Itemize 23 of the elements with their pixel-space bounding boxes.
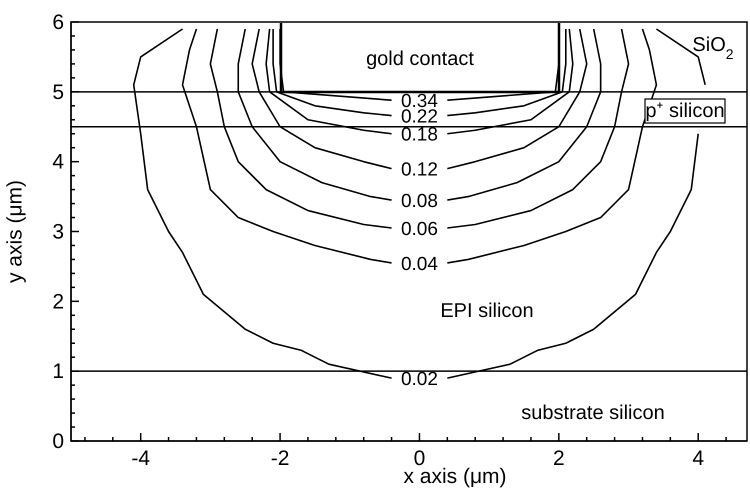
y-tick-label: 1: [52, 360, 64, 384]
series-label: 0.12: [400, 160, 438, 181]
y-axis-title: y axis (μm): [3, 180, 26, 284]
series-label: 0.02: [400, 369, 438, 390]
series-label: 0.08: [400, 191, 438, 212]
annotation: substrate silicon: [521, 402, 665, 424]
y-tick-label: 4: [52, 150, 64, 174]
series-label: 0.06: [400, 219, 438, 240]
series-label: 0.18: [400, 124, 438, 146]
y-tick-label: 3: [52, 220, 64, 244]
x-tick-label: -2: [270, 447, 290, 470]
y-tick-label: 6: [52, 11, 64, 34]
y-tick-label: 0: [52, 430, 64, 453]
series-label: 0.04: [400, 254, 438, 275]
y-tick-label: 5: [52, 80, 64, 104]
x-tick-label: -4: [131, 447, 150, 470]
annotation: EPI silicon: [440, 300, 534, 322]
y-tick-label: 2: [52, 290, 64, 314]
annotation: SiO$_{2}$: [692, 34, 734, 62]
annotation: gold contact: [366, 48, 474, 70]
x-tick-label: 4: [692, 447, 704, 470]
x-tick-label: 2: [552, 447, 565, 470]
annotation: p⁺ silicon: [645, 100, 725, 122]
